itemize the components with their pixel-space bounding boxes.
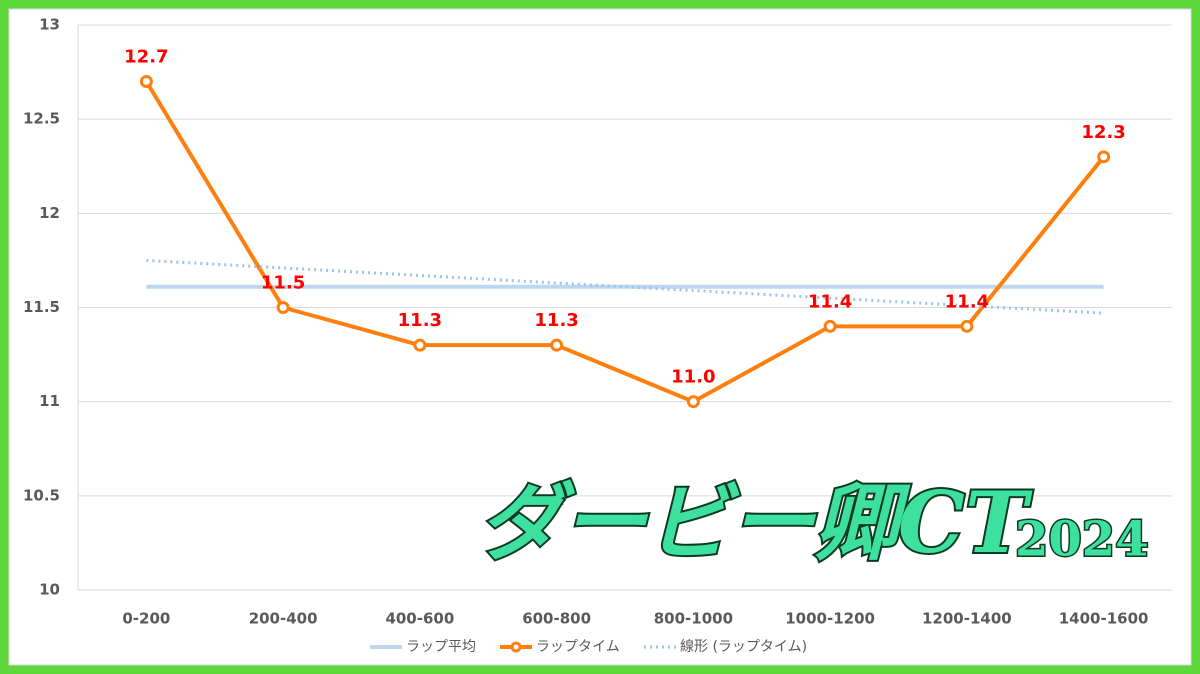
data-label: 12.3 <box>1081 122 1125 143</box>
chart-area <box>8 8 1192 666</box>
watermark: ダービー卿CT <box>478 473 1033 572</box>
y-tick-label: 10.5 <box>23 486 60 504</box>
data-label: 12.7 <box>124 47 168 68</box>
y-tick-label: 12.5 <box>23 110 60 128</box>
data-label: 11.4 <box>808 291 852 312</box>
data-label: 11.3 <box>398 310 442 331</box>
data-label: 11.3 <box>534 310 578 331</box>
data-label: 11.4 <box>945 291 989 312</box>
y-tick-label: 13 <box>39 16 60 34</box>
y-tick-label: 11.5 <box>23 298 60 316</box>
x-tick-label: 800-1000 <box>654 610 733 628</box>
data-label: 11.0 <box>671 367 715 388</box>
data-label: 11.5 <box>261 273 305 294</box>
x-tick-label: 1000-1200 <box>785 610 875 628</box>
legend-marker <box>510 641 522 653</box>
marker <box>1097 150 1111 164</box>
plot: 12.7 11.5 11.3 11.3 11.0 11.4 11.4 12.3 <box>124 47 1126 409</box>
x-tick-label: 400-600 <box>385 610 454 628</box>
marker <box>139 75 153 88</box>
x-tick-label: 600-800 <box>522 610 591 628</box>
x-tick-label: 0-200 <box>122 610 170 628</box>
marker <box>960 319 974 333</box>
legend-label: ラップタイム <box>536 639 620 655</box>
y-tick-label: 10 <box>39 581 60 599</box>
marker <box>823 319 837 333</box>
marker <box>686 395 700 409</box>
x-tick-label: 1400-1600 <box>1059 610 1149 628</box>
x-tick-label: 200-400 <box>249 610 318 628</box>
watermark-group: ダービー卿CT 2024 <box>476 471 1150 574</box>
series-line <box>144 80 1106 404</box>
marker <box>413 338 427 352</box>
legend-label: ラップ平均 <box>406 639 476 655</box>
x-tick-label: 1200-1400 <box>922 610 1012 628</box>
legend-label: 線形 (ラップタイム) <box>680 639 807 655</box>
y-tick-label: 11 <box>39 392 60 410</box>
watermark-year: 2024 <box>1015 512 1149 568</box>
legend: ラップ平均 ラップタイム 線形 (ラップタイム) <box>370 639 807 655</box>
series-line <box>146 258 1104 315</box>
y-tick-label: 12 <box>39 204 60 222</box>
marker <box>550 338 564 352</box>
marker <box>276 301 290 314</box>
grid: 10 10.5 11 11.5 12 12.5 13 0-200 200-400 400-600 6… <box>23 16 1172 628</box>
